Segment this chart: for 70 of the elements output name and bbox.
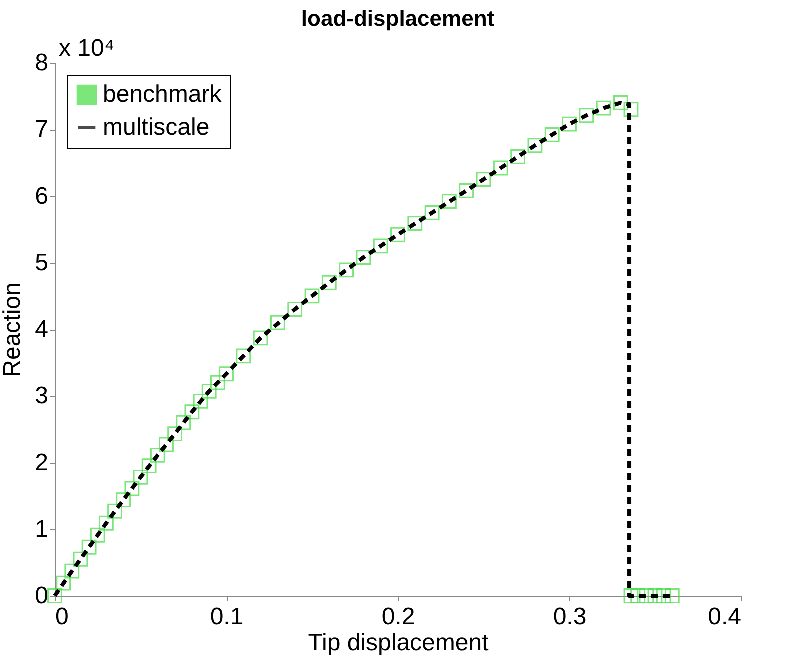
point <box>476 172 492 188</box>
point <box>648 588 663 604</box>
point <box>562 116 577 132</box>
point <box>219 366 234 382</box>
y-tick-label: 1 <box>35 516 48 543</box>
point <box>510 149 526 164</box>
y-tick-label: 4 <box>35 316 48 343</box>
x-tick-label: 0.1 <box>210 604 244 630</box>
point <box>184 404 200 420</box>
y-tick-label: 3 <box>35 382 48 410</box>
point <box>82 540 97 555</box>
point <box>424 205 440 220</box>
point <box>48 588 62 604</box>
point <box>528 138 543 154</box>
point <box>544 127 560 142</box>
point <box>73 552 88 567</box>
x-tick-label: 0 <box>56 604 69 630</box>
point <box>639 588 654 604</box>
point <box>176 415 192 430</box>
x-tick-label: 0.4 <box>708 604 742 630</box>
point <box>56 576 72 591</box>
y-tick-label: 7 <box>35 116 48 144</box>
legend-label: benchmark <box>103 81 223 108</box>
point <box>322 275 337 290</box>
point <box>579 108 594 124</box>
x-tick-label: 0.3 <box>553 604 587 630</box>
point <box>664 588 680 604</box>
point <box>408 216 423 232</box>
x-tick-label: 0.2 <box>382 604 416 630</box>
point <box>373 238 388 254</box>
point <box>124 481 140 496</box>
point <box>108 504 122 519</box>
point <box>442 194 457 210</box>
point <box>142 458 157 474</box>
point <box>202 384 217 399</box>
point <box>339 262 354 278</box>
legend-label: multiscale <box>103 114 210 141</box>
point <box>133 470 148 485</box>
point <box>390 227 406 242</box>
y-tick-label: 8 <box>35 50 48 76</box>
point <box>656 588 672 604</box>
point <box>236 348 252 364</box>
y-tick-label: 6 <box>35 182 48 210</box>
y-tick-label: 2 <box>35 449 48 476</box>
point <box>90 528 106 543</box>
point <box>624 102 639 118</box>
point <box>98 516 114 531</box>
y-tick-label: 0 <box>35 582 48 610</box>
point <box>150 448 166 463</box>
y-axis-title: Reaction <box>0 282 26 378</box>
point <box>624 588 639 604</box>
text: x 10⁴ <box>59 35 115 62</box>
chart-title: load-displacement <box>301 6 496 31</box>
point <box>210 375 226 390</box>
point <box>459 183 474 198</box>
point <box>288 302 303 317</box>
point <box>630 588 646 604</box>
y-tick-label: 5 <box>35 249 48 276</box>
point <box>613 96 628 110</box>
point <box>253 330 268 346</box>
point <box>356 250 372 266</box>
point <box>596 100 612 116</box>
point <box>493 160 508 176</box>
point <box>193 394 208 409</box>
point <box>304 288 320 304</box>
point <box>116 492 132 508</box>
point <box>270 315 286 330</box>
point <box>159 437 174 452</box>
point <box>64 564 80 579</box>
point <box>168 426 183 442</box>
